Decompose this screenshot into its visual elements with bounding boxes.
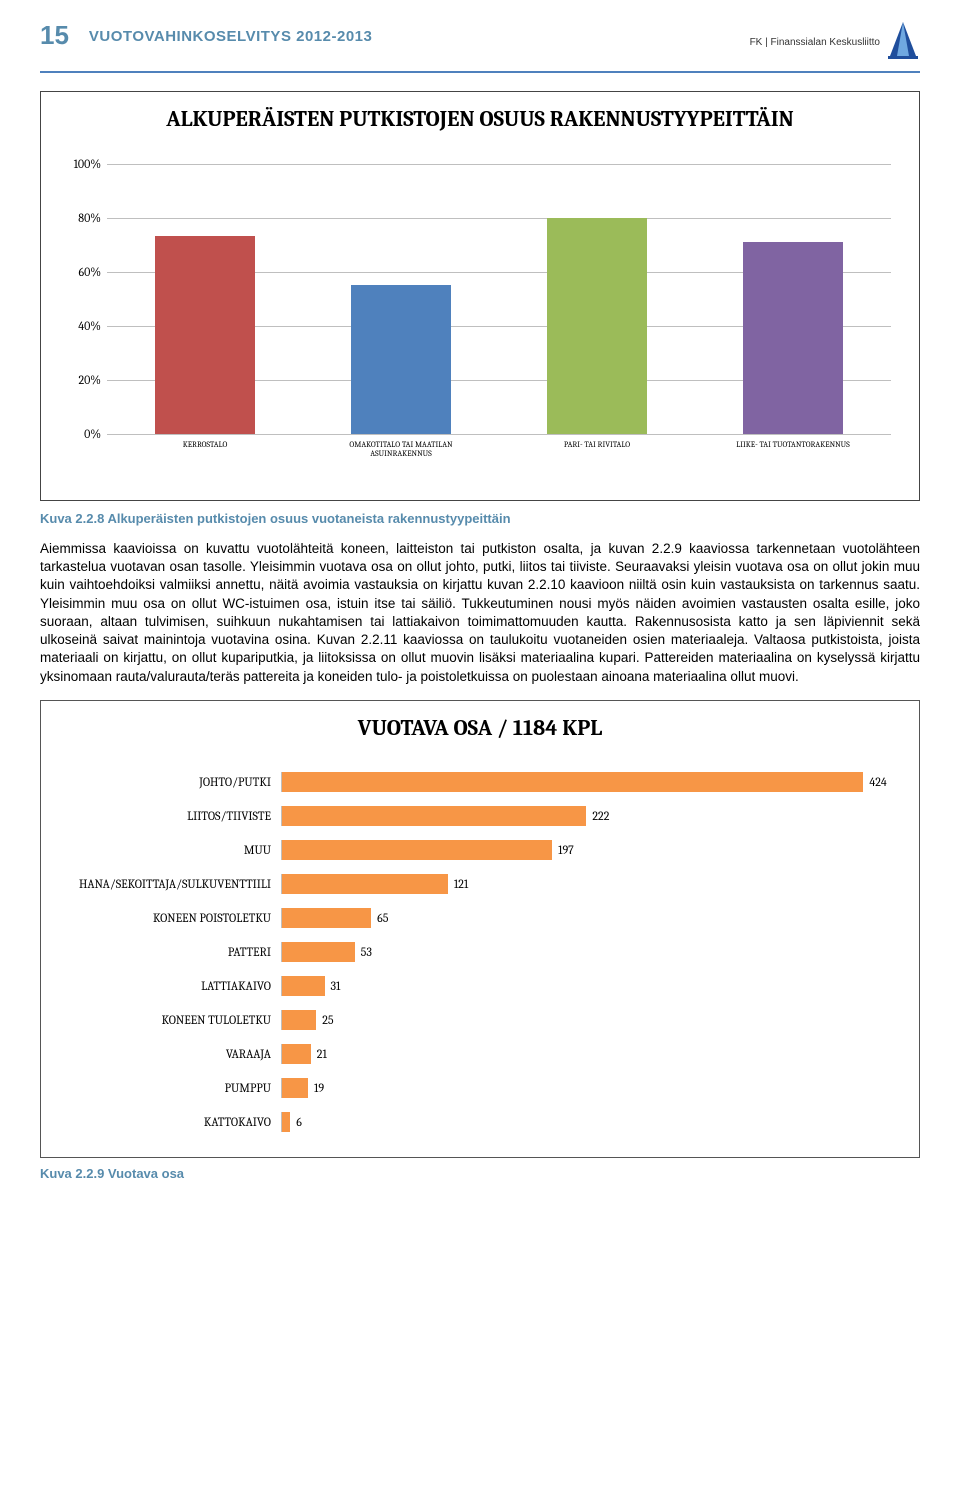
chart2-value: 65 (377, 911, 388, 925)
chart1-ytick: 0% (59, 427, 101, 441)
chart2-row: KONEEN POISTOLETKU 65 (61, 901, 899, 935)
chart-leaking-part: VUOTAVA OSA / 1184 KPL JOHTO/PUTKI 424 LII… (40, 700, 920, 1158)
chart2-barzone: 424 (281, 772, 899, 792)
chart2-barzone: 21 (281, 1044, 899, 1064)
chart2-row: PUMPPU 19 (61, 1071, 899, 1105)
chart1-bar (743, 242, 843, 434)
chart2-bar (282, 1044, 311, 1064)
chart2-value: 6 (296, 1115, 302, 1129)
chart2-barzone: 121 (281, 874, 899, 894)
chart2-category: HANA/SEKOITTAJA/SULKUVENTTIILI (61, 877, 281, 891)
header-rule (40, 71, 920, 73)
chart2-category: PATTERI (61, 945, 281, 959)
chart2-row: VARAAJA 21 (61, 1037, 899, 1071)
chart2-value: 197 (558, 843, 574, 857)
chart1-xlabel: OMAKOTITALO TAI MAATILAN ASUINRAKENNUS (331, 440, 471, 459)
chart2-category: MUU (61, 843, 281, 857)
chart2-category: LATTIAKAIVO (61, 979, 281, 993)
chart2-bar (282, 1078, 308, 1098)
chart2-barzone: 65 (281, 908, 899, 928)
page-header: 15 VUOTOVAHINKOSELVITYS 2012-2013 FK | F… (40, 20, 920, 65)
chart2-category: VARAAJA (61, 1047, 281, 1061)
org-name: FK | Finanssialan Keskusliitto (750, 37, 880, 48)
chart2-barzone: 6 (281, 1112, 899, 1132)
chart1-ytick: 80% (59, 211, 101, 225)
chart2-value: 222 (592, 809, 609, 823)
chart1-bar (547, 218, 647, 434)
chart1-xlabels: KERROSTALO OMAKOTITALO TAI MAATILAN ASUIN… (107, 440, 891, 459)
chart2-value: 19 (314, 1081, 324, 1095)
chart2-barzone: 197 (281, 840, 899, 860)
chart2-rows: JOHTO/PUTKI 424 LIITOS/TIIVISTE 222 MUU 197 HA… (61, 765, 899, 1139)
chart2-barzone: 19 (281, 1078, 899, 1098)
chart2-bar (282, 806, 586, 826)
header-right: FK | Finanssialan Keskusliitto (750, 20, 920, 65)
chart2-barzone: 25 (281, 1010, 899, 1030)
chart2-barzone: 222 (281, 806, 899, 826)
chart2-barzone: 31 (281, 976, 899, 996)
org-logo-icon (886, 20, 920, 65)
chart2-category: PUMPPU (61, 1081, 281, 1095)
chart1-ytick: 40% (59, 319, 101, 333)
chart1-xlabel: KERROSTALO (135, 440, 275, 459)
chart-original-piping-share: ALKUPERÄISTEN PUTKISTOJEN OSUUS RAKENNUS… (40, 91, 920, 501)
chart2-bar (282, 1010, 316, 1030)
chart2-row: HANA/SEKOITTAJA/SULKUVENTTIILI 121 (61, 867, 899, 901)
chart1-ytick: 60% (59, 265, 101, 279)
chart2-value: 424 (869, 775, 886, 789)
chart2-value: 121 (454, 877, 468, 891)
chart2-value: 31 (331, 979, 341, 993)
chart2-row: KATTOKAIVO 6 (61, 1105, 899, 1139)
chart2-category: KONEEN TULOLETKU (61, 1013, 281, 1027)
body-paragraph: Aiemmissa kaavioissa on kuvattu vuotoläh… (40, 540, 920, 686)
chart2-bar (282, 976, 325, 996)
chart1-bar (155, 236, 255, 433)
chart2-bar (282, 942, 355, 962)
chart2-caption: Kuva 2.2.9 Vuotava osa (40, 1166, 920, 1181)
chart1-bar (351, 285, 451, 434)
chart2-category: KONEEN POISTOLETKU (61, 911, 281, 925)
chart2-bar (282, 840, 552, 860)
chart1-caption: Kuva 2.2.8 Alkuperäisten putkistojen osu… (40, 511, 920, 526)
chart2-row: MUU 197 (61, 833, 899, 867)
chart2-bar (282, 908, 371, 928)
chart2-value: 25 (322, 1013, 333, 1027)
chart2-value: 21 (317, 1047, 327, 1061)
chart2-value: 53 (361, 945, 372, 959)
chart2-bar (282, 874, 448, 894)
chart2-barzone: 53 (281, 942, 899, 962)
chart1-ytick: 20% (59, 373, 101, 387)
chart2-category: JOHTO/PUTKI (61, 775, 281, 789)
chart1-title: ALKUPERÄISTEN PUTKISTOJEN OSUUS RAKENNUS… (59, 106, 901, 134)
chart1-xlabel: PARI- TAI RIVITALO (527, 440, 667, 459)
chart2-row: LATTIAKAIVO 31 (61, 969, 899, 1003)
chart2-bar (282, 1112, 290, 1132)
chart2-row: JOHTO/PUTKI 424 (61, 765, 899, 799)
chart1-plot: 0%20%40%60%80%100% (107, 164, 891, 434)
chart2-title: VUOTAVA OSA / 1184 KPL (61, 715, 899, 741)
chart1-xlabel: LIIKE- TAI TUOTANTORAKENNUS (723, 440, 863, 459)
page-number: 15 (40, 20, 69, 51)
doc-title: VUOTOVAHINKOSELVITYS 2012-2013 (89, 28, 372, 45)
chart2-row: KONEEN TULOLETKU 25 (61, 1003, 899, 1037)
chart1-bars (107, 164, 891, 434)
header-left: 15 VUOTOVAHINKOSELVITYS 2012-2013 (40, 20, 372, 51)
chart2-category: LIITOS/TIIVISTE (61, 809, 281, 823)
chart2-bar (282, 772, 863, 792)
chart1-ytick: 100% (59, 157, 101, 171)
chart2-category: KATTOKAIVO (61, 1115, 281, 1129)
chart2-row: LIITOS/TIIVISTE 222 (61, 799, 899, 833)
chart2-row: PATTERI 53 (61, 935, 899, 969)
